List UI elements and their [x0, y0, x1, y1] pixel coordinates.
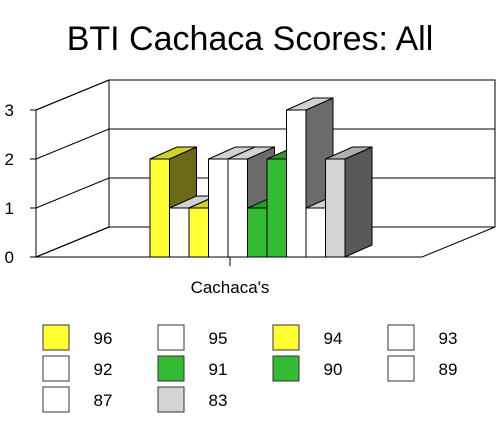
- chart-legend: 96 95 94 93 92 91 90 89 87 83: [42, 324, 458, 413]
- bar-front: [208, 158, 229, 258]
- legend-label: 91: [209, 360, 228, 379]
- bar-front: [227, 158, 248, 258]
- bar-side: [344, 146, 373, 258]
- legend-item-93: 93: [387, 324, 458, 351]
- legend-item-92: 92: [42, 355, 113, 382]
- y-tick-label: 1: [5, 199, 14, 218]
- legend-swatch: [42, 386, 70, 413]
- legend-label: 83: [209, 391, 228, 410]
- bar-front: [266, 158, 287, 258]
- y-tick-label: 0: [5, 248, 14, 267]
- legend-swatch: [157, 324, 185, 351]
- legend-label: 90: [324, 360, 343, 379]
- legend-swatch: [157, 355, 185, 382]
- x-category-label: Cachaca's: [191, 278, 270, 297]
- legend-item-95: 95: [157, 324, 228, 351]
- bar-front: [325, 158, 346, 258]
- legend-item-89: 89: [387, 355, 458, 382]
- legend-item-91: 91: [157, 355, 228, 382]
- legend-swatch: [387, 355, 415, 382]
- legend-swatch: [272, 324, 300, 351]
- y-tick-label: 2: [5, 150, 14, 169]
- bar-front: [247, 207, 268, 258]
- legend-swatch: [157, 386, 185, 413]
- legend-swatch: [42, 355, 70, 382]
- legend-label: 93: [439, 329, 458, 348]
- legend-item-87: 87: [42, 386, 113, 413]
- gridline: [35, 79, 495, 111]
- gridline: [35, 128, 495, 160]
- bar-front: [286, 109, 307, 258]
- y-tick-label: 3: [5, 101, 14, 120]
- chart-title: BTI Cachaca Scores: All: [67, 20, 434, 58]
- bar-83: [325, 146, 373, 258]
- legend-label: 87: [94, 391, 113, 410]
- legend-label: 94: [324, 329, 343, 348]
- bar-front: [188, 207, 209, 258]
- bar-front: [169, 207, 190, 258]
- chart-bars: [149, 97, 373, 258]
- left-wall: [35, 79, 110, 258]
- legend-item-96: 96: [42, 324, 113, 351]
- legend-swatch: [42, 324, 70, 351]
- legend-label: 96: [94, 329, 113, 348]
- legend-label: 89: [439, 360, 458, 379]
- legend-swatch: [387, 324, 415, 351]
- legend-item-90: 90: [272, 355, 343, 382]
- legend-swatch: [272, 355, 300, 382]
- legend-item-94: 94: [272, 324, 343, 351]
- legend-label: 92: [94, 360, 113, 379]
- bar-front: [149, 158, 170, 258]
- legend-label: 95: [209, 329, 228, 348]
- legend-item-83: 83: [157, 386, 228, 413]
- bar-front: [305, 207, 326, 258]
